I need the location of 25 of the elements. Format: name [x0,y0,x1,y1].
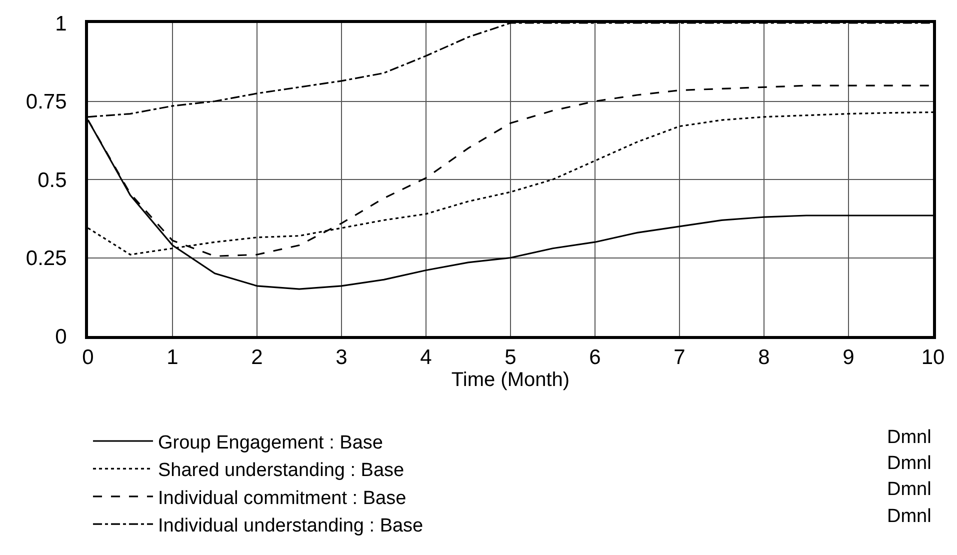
x-tick-label: 10 [921,346,945,370]
y-tick-label: 0.25 [26,247,67,270]
legend-label: Individual understanding : Base [158,516,424,537]
x-tick-label: 4 [420,346,432,370]
y-tick-label: 0 [55,325,67,348]
y-tick-label: 0.75 [26,90,67,114]
y-tick-label: 1 [55,12,67,36]
x-tick-label: 9 [842,346,854,370]
y-tick-label: 0.5 [38,168,67,192]
x-tick-label: 6 [589,346,601,370]
legend-label: Group Engagement : Base [158,432,383,454]
x-axis-title: Time (Month) [451,369,570,392]
legend-label: Shared understanding : Base [158,460,404,482]
text: Dmnl [887,427,932,448]
x-tick-label: 3 [336,346,348,370]
x-tick-label: 7 [674,346,686,370]
x-tick-label: 2 [251,346,263,370]
x-tick-label: 0 [82,346,94,370]
text: Dmnl [887,506,932,527]
x-tick-label: 5 [504,346,516,370]
text: Dmnl [887,479,932,500]
x-tick-label: 8 [758,346,770,370]
text: Dmnl [887,453,932,474]
x-tick-label: 1 [166,346,178,370]
legend-label: Individual commitment : Base [158,488,406,509]
